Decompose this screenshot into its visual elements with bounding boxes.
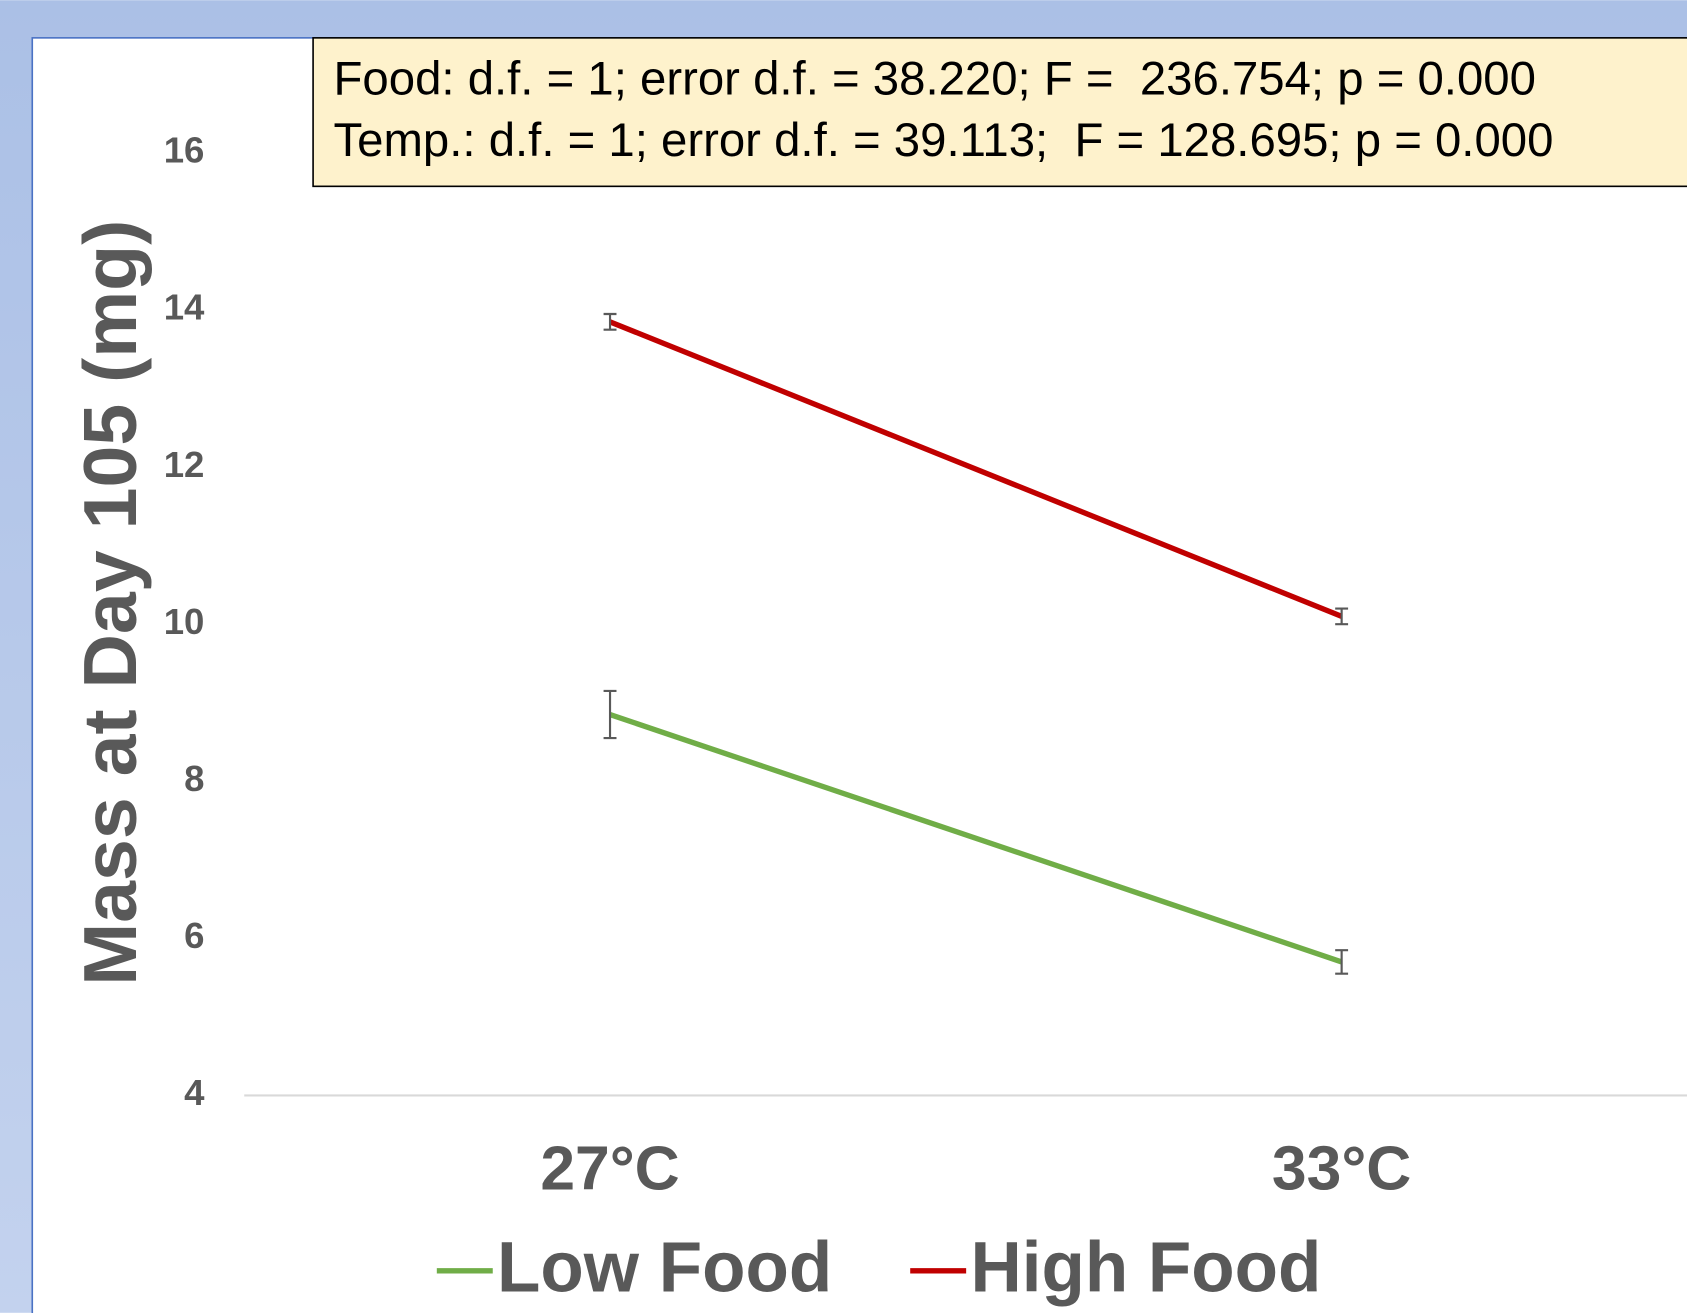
- y-tick-label: 4: [184, 1072, 205, 1113]
- error-bar: [603, 689, 617, 740]
- error-bar: [603, 312, 617, 331]
- legend-label: High Food: [970, 1229, 1321, 1308]
- y-tick-label: 6: [184, 915, 204, 956]
- y-axis-title: Mass at Day 105 (mg): [68, 220, 152, 986]
- x-tick-label: 33°C: [1272, 1134, 1411, 1203]
- y-tick-label: 8: [184, 758, 204, 799]
- error-bar: [1335, 607, 1349, 626]
- y-tick-label: 12: [164, 444, 205, 485]
- annotation: Food: d.f. = 1; error d.f. = 38.220; F =…: [334, 52, 1536, 105]
- error-bar: [1335, 949, 1349, 975]
- plot-panel: [31, 37, 1687, 1313]
- y-tick-label: 16: [164, 130, 205, 171]
- x-tick-label: 27°C: [540, 1134, 679, 1203]
- y-tick-label: 10: [164, 601, 205, 642]
- data-line: [609, 319, 1343, 619]
- data-line: [609, 711, 1343, 965]
- annotation: Temp.: d.f. = 1; error d.f. = 39.113; F …: [334, 114, 1554, 167]
- legend-label: Low Food: [497, 1229, 832, 1308]
- annotation-box: [312, 37, 1687, 188]
- y-tick-label: 14: [164, 287, 205, 328]
